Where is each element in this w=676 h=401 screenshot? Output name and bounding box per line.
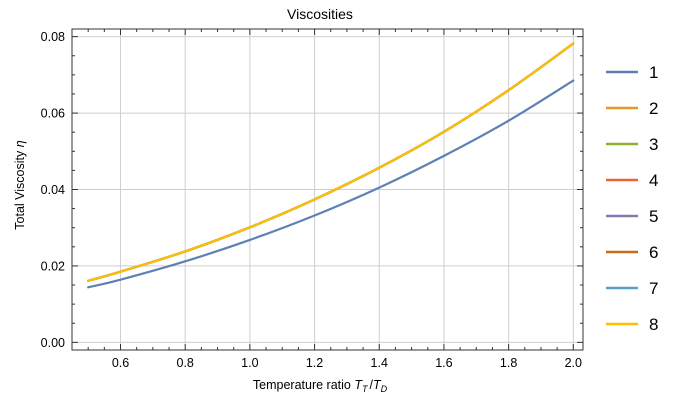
x-label-den-var: T — [373, 378, 382, 392]
x-label-num-var: T — [354, 378, 363, 392]
axis-ticks: 0.6 0.8 1.0 1.2 1.4 1.6 1.8 2.0 0.00 0.02 0.04 0.06… — [41, 29, 583, 370]
x-label-num-sub: T — [362, 384, 369, 394]
x-label-prefix: Temperature ratio — [253, 378, 354, 392]
legend-label-4: 4 — [649, 171, 658, 190]
y-label-symbol: η — [13, 140, 27, 147]
x-tick-label: 1.0 — [241, 356, 258, 370]
series-line-4 — [87, 42, 575, 282]
chart-title: Viscosities — [287, 6, 353, 22]
y-tick-label: 0.08 — [41, 30, 65, 44]
series-line-5 — [87, 42, 575, 282]
x-tick-label: 0.8 — [177, 356, 194, 370]
grid — [72, 29, 583, 350]
legend-label-1: 1 — [649, 63, 658, 82]
x-tick-label: 1.4 — [371, 356, 388, 370]
x-tick-label: 1.2 — [306, 356, 323, 370]
series-lines — [87, 42, 575, 289]
series-line-1 — [87, 79, 575, 289]
y-tick-label: 0.00 — [41, 336, 65, 350]
x-label-den-sub: D — [381, 384, 388, 394]
x-axis-label: Temperature ratio TT/TD — [253, 378, 388, 394]
x-tick-label: 1.6 — [435, 356, 452, 370]
x-tick-label: 1.8 — [500, 356, 517, 370]
series-line-7 — [87, 42, 575, 282]
legend-label-2: 2 — [649, 99, 658, 118]
x-tick-label: 2.0 — [565, 356, 582, 370]
y-axis-label: Total Viscosity η — [13, 140, 27, 229]
legend-label-5: 5 — [649, 207, 658, 226]
legend-label-7: 7 — [649, 279, 658, 298]
y-tick-label: 0.04 — [41, 183, 65, 197]
legend: 1 2 3 4 5 6 7 8 — [606, 63, 658, 334]
legend-label-8: 8 — [649, 315, 658, 334]
series-line-2 — [87, 42, 575, 282]
y-tick-label: 0.06 — [41, 107, 65, 121]
legend-label-3: 3 — [649, 135, 658, 154]
x-tick-label: 0.6 — [112, 356, 129, 370]
series-line-3 — [87, 42, 575, 282]
series-line-8 — [87, 42, 575, 282]
legend-label-6: 6 — [649, 243, 658, 262]
x-label-slash: / — [369, 378, 373, 392]
y-label-text: Total Viscosity — [13, 147, 27, 229]
y-tick-label: 0.02 — [41, 259, 65, 273]
series-line-6 — [87, 42, 575, 282]
